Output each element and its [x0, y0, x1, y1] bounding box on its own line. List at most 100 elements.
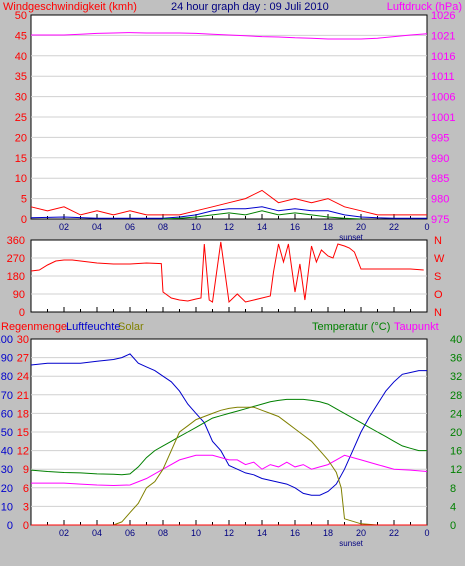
humidity-tick-0: 0: [7, 520, 13, 532]
temp-tick-5: 20: [450, 427, 462, 439]
rain-tick-8: 24: [17, 371, 29, 383]
wind-axis-label: Windgeschwindigkeit (kmh): [3, 1, 137, 13]
x-tick-label-12: 12: [224, 528, 234, 538]
wind-tick-5: 25: [15, 112, 27, 124]
x-tick-label-08: 08: [158, 222, 168, 232]
x-tick-label-10: 10: [191, 528, 201, 538]
x-tick-label-10: 10: [191, 222, 201, 232]
rain-tick-4: 12: [17, 446, 29, 458]
compass-tick-0: N: [434, 235, 442, 247]
direction-tick-2: 180: [7, 271, 25, 283]
humidity-tick-1: 10: [1, 501, 13, 513]
temp-tick-1: 4: [450, 501, 456, 513]
humidity-axis-label: Luftfeuchte: [66, 321, 121, 333]
wind-tick-10: 50: [15, 10, 27, 22]
pressure-tick-5: 1001: [431, 112, 455, 124]
x-tick-label-20: 20: [356, 528, 366, 538]
x-tick-label-06: 06: [125, 528, 135, 538]
x-tick-label-04: 04: [92, 222, 102, 232]
temp-tick-2: 8: [450, 483, 456, 495]
rain-axis-label: Regenmenge: [1, 321, 68, 333]
temp-tick-7: 28: [450, 390, 462, 402]
rain-tick-3: 9: [23, 464, 29, 476]
humidity-tick-7: 70: [1, 390, 13, 402]
rain-tick-1: 3: [23, 501, 29, 513]
x-tick-label-02: 02: [59, 222, 69, 232]
pressure-tick-7: 1011: [431, 71, 455, 83]
compass-tick-1: W: [434, 253, 445, 265]
wind-tick-2: 10: [15, 173, 27, 185]
pressure-tick-6: 1006: [431, 92, 455, 104]
pressure-tick-1: 980: [431, 194, 449, 206]
direction-tick-1: 270: [7, 253, 25, 265]
x-tick-label-14: 14: [257, 222, 267, 232]
pressure-tick-0: 975: [431, 214, 449, 226]
rain-tick-2: 6: [23, 483, 29, 495]
chart-title: 24 hour graph day : 09 Juli 2010: [171, 1, 329, 13]
direction-tick-3: 90: [13, 289, 25, 301]
wind-direction-series: [30, 241, 424, 304]
x-tick-label-22: 22: [389, 528, 399, 538]
temp-tick-8: 32: [450, 371, 462, 383]
compass-tick-2: S: [434, 271, 441, 283]
wind-avg-series: [30, 206, 427, 219]
pressure-tick-9: 1021: [431, 30, 455, 42]
direction-tick-4: 0: [19, 307, 25, 319]
humidity-tick-4: 40: [1, 446, 13, 458]
x-tick-label-22: 22: [389, 222, 399, 232]
rain-tick-6: 18: [17, 408, 29, 420]
sunset-label: sunset: [339, 233, 363, 242]
rain-tick-9: 27: [17, 353, 29, 365]
sunset-label: sunset: [339, 539, 363, 548]
humidity-tick-9: 90: [1, 353, 13, 365]
wind-tick-4: 20: [15, 132, 27, 144]
x-tick-label-20: 20: [356, 222, 366, 232]
x-tick-label-16: 16: [290, 222, 300, 232]
humidity-tick-8: 80: [1, 371, 13, 383]
pressure-tick-10: 1026: [431, 10, 455, 22]
solar-series: [31, 406, 427, 526]
wind-tick-3: 15: [15, 153, 27, 165]
temp-tick-3: 12: [450, 464, 462, 476]
wind-tick-0: 0: [21, 214, 27, 226]
x-tick-label-14: 14: [257, 528, 267, 538]
pressure-axis-label: Luftdruck (hPa): [386, 1, 462, 13]
humidity-tick-3: 30: [1, 464, 13, 476]
rain-tick-5: 15: [17, 427, 29, 439]
temp-tick-6: 24: [450, 408, 462, 420]
temp-tick-9: 36: [450, 353, 462, 365]
compass-tick-4: N: [434, 307, 442, 319]
rain-tick-10: 30: [17, 334, 29, 346]
x-tick-label-18: 18: [323, 528, 333, 538]
dewpoint-series: [31, 454, 428, 487]
wind-tick-7: 35: [15, 71, 27, 83]
temp-tick-4: 16: [450, 446, 462, 458]
direction-tick-0: 360: [7, 235, 25, 247]
x-tick-label-0: 0: [424, 528, 429, 538]
humidity-series: [30, 353, 427, 496]
humidity-tick-10: 100: [0, 334, 13, 346]
x-tick-label-04: 04: [92, 528, 102, 538]
pressure-tick-8: 1016: [431, 51, 455, 63]
x-tick-label-06: 06: [125, 222, 135, 232]
pressure-tick-2: 985: [431, 173, 449, 185]
humidity-tick-5: 50: [1, 427, 13, 439]
x-tick-label-08: 08: [158, 528, 168, 538]
rain-tick-7: 21: [17, 390, 29, 402]
temperature-axis-label: Temperatur (°C): [312, 321, 391, 333]
pressure-tick-4: 995: [431, 132, 449, 144]
dewpoint-axis-label: Taupunkt: [394, 321, 439, 333]
compass-tick-3: O: [434, 289, 443, 301]
solar-axis-label: Solar: [118, 321, 144, 333]
temp-tick-0: 0: [450, 520, 456, 532]
x-tick-label-18: 18: [323, 222, 333, 232]
temp-tick-10: 40: [450, 334, 462, 346]
wind-tick-6: 30: [15, 92, 27, 104]
x-tick-label-0: 0: [424, 222, 429, 232]
pressure-tick-3: 990: [431, 153, 449, 165]
wind-low-series: [162, 210, 362, 220]
x-tick-label-12: 12: [224, 222, 234, 232]
pressure-series: [31, 32, 428, 40]
humidity-tick-2: 20: [1, 483, 13, 495]
